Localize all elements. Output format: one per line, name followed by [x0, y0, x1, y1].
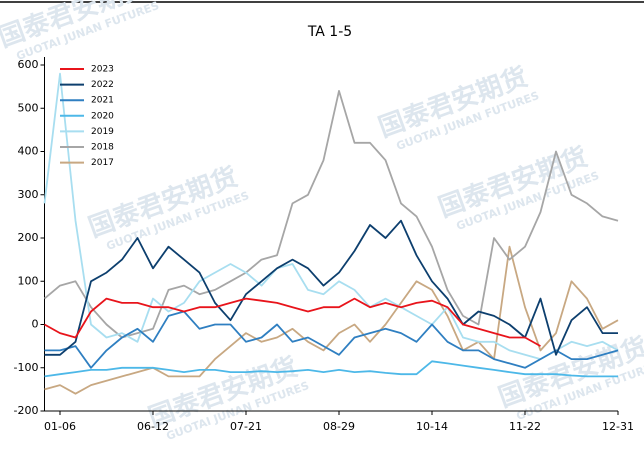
- y-tick-label: 400: [18, 145, 39, 158]
- chart-title: TA 1-5: [307, 24, 352, 40]
- y-tick-label: 500: [18, 101, 39, 114]
- legend-label: 2020: [91, 111, 114, 121]
- x-tick-label: 10-14: [416, 420, 448, 433]
- x-tick-label: 11-22: [509, 420, 541, 433]
- y-tick-label: 0: [32, 318, 39, 331]
- x-tick-label: 07-21: [230, 420, 262, 433]
- y-tick-label: 200: [18, 231, 39, 244]
- legend-label: 2023: [91, 65, 114, 75]
- y-tick-label: -200: [14, 404, 39, 417]
- legend-label: 2017: [91, 158, 114, 168]
- y-tick-label: 600: [18, 58, 39, 71]
- y-tick-label: 300: [18, 188, 39, 201]
- series-line: [44, 245, 619, 395]
- series-line: [44, 310, 619, 369]
- legend-label: 2022: [91, 80, 114, 90]
- series-line: [44, 297, 541, 347]
- legend-label: 2021: [91, 96, 114, 106]
- series-line: [44, 360, 618, 378]
- legend-label: 2019: [91, 127, 114, 137]
- x-tick-label: 01-06: [44, 420, 76, 433]
- x-tick-label: 08-29: [323, 420, 355, 433]
- series-line: [44, 219, 618, 356]
- y-tick-label: 100: [18, 274, 39, 287]
- x-tick-label: 12-31: [602, 420, 634, 433]
- y-tick-label: -100: [14, 361, 39, 374]
- series-line: [43, 72, 619, 360]
- legend-label: 2018: [91, 143, 114, 153]
- x-tick-label: 06-12: [137, 420, 169, 433]
